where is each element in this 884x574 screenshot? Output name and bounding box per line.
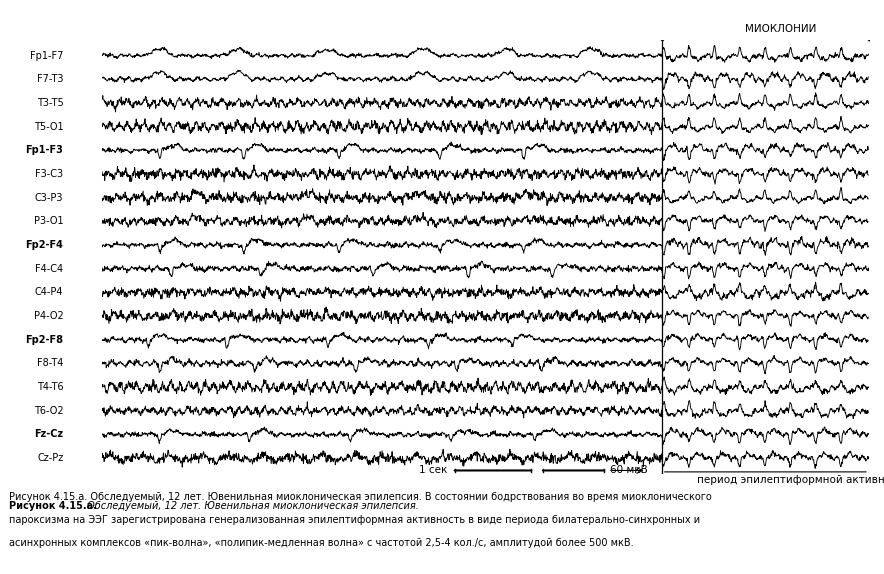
Text: P4-O2: P4-O2 <box>34 311 64 321</box>
Text: Fp1-F7: Fp1-F7 <box>30 51 64 61</box>
Text: Обследуемый, 12 лет. Ювенильная миоклоническая эпилепсия.: Обследуемый, 12 лет. Ювенильная миоклони… <box>84 501 419 511</box>
Text: P3-O1: P3-O1 <box>34 216 64 226</box>
Text: F8-T4: F8-T4 <box>37 358 64 369</box>
Text: Рисунок 4.15.а. Обследуемый, 12 лет. Ювенильная миоклоническая эпилепсия. В сост: Рисунок 4.15.а. Обследуемый, 12 лет. Юве… <box>9 492 712 502</box>
Text: T4-T6: T4-T6 <box>36 382 64 392</box>
Text: Fp2-F4: Fp2-F4 <box>26 240 64 250</box>
Text: МИОКЛОНИИ: МИОКЛОНИИ <box>745 24 817 34</box>
Text: период эпилептиформной активности: период эпилептиформной активности <box>697 475 884 484</box>
Text: асинхронных комплексов «пик-волна», «полипик-медленная волна» с частотой 2,5-4 к: асинхронных комплексов «пик-волна», «пол… <box>9 538 634 548</box>
Text: Fp1-F3: Fp1-F3 <box>26 145 64 156</box>
Text: F3-C3: F3-C3 <box>35 169 64 179</box>
Text: T3-T5: T3-T5 <box>36 98 64 108</box>
Text: F7-T3: F7-T3 <box>37 74 64 84</box>
Text: T6-O2: T6-O2 <box>34 406 64 416</box>
Text: пароксизма на ЭЭГ зарегистрирована генерализованная эпилептиформная активность в: пароксизма на ЭЭГ зарегистрирована генер… <box>9 515 700 525</box>
Text: Fz-Cz: Fz-Cz <box>34 429 64 440</box>
Text: Cz-Pz: Cz-Pz <box>37 453 64 463</box>
Text: 1 сек: 1 сек <box>419 466 447 475</box>
Text: C4-P4: C4-P4 <box>34 288 64 297</box>
Text: C3-P3: C3-P3 <box>34 193 64 203</box>
Text: Рисунок 4.15.а.: Рисунок 4.15.а. <box>9 501 96 511</box>
Text: 60 мкВ: 60 мкВ <box>610 466 648 475</box>
Text: F4-C4: F4-C4 <box>35 263 64 274</box>
Text: T5-O1: T5-O1 <box>34 122 64 131</box>
Text: Fp2-F8: Fp2-F8 <box>26 335 64 345</box>
